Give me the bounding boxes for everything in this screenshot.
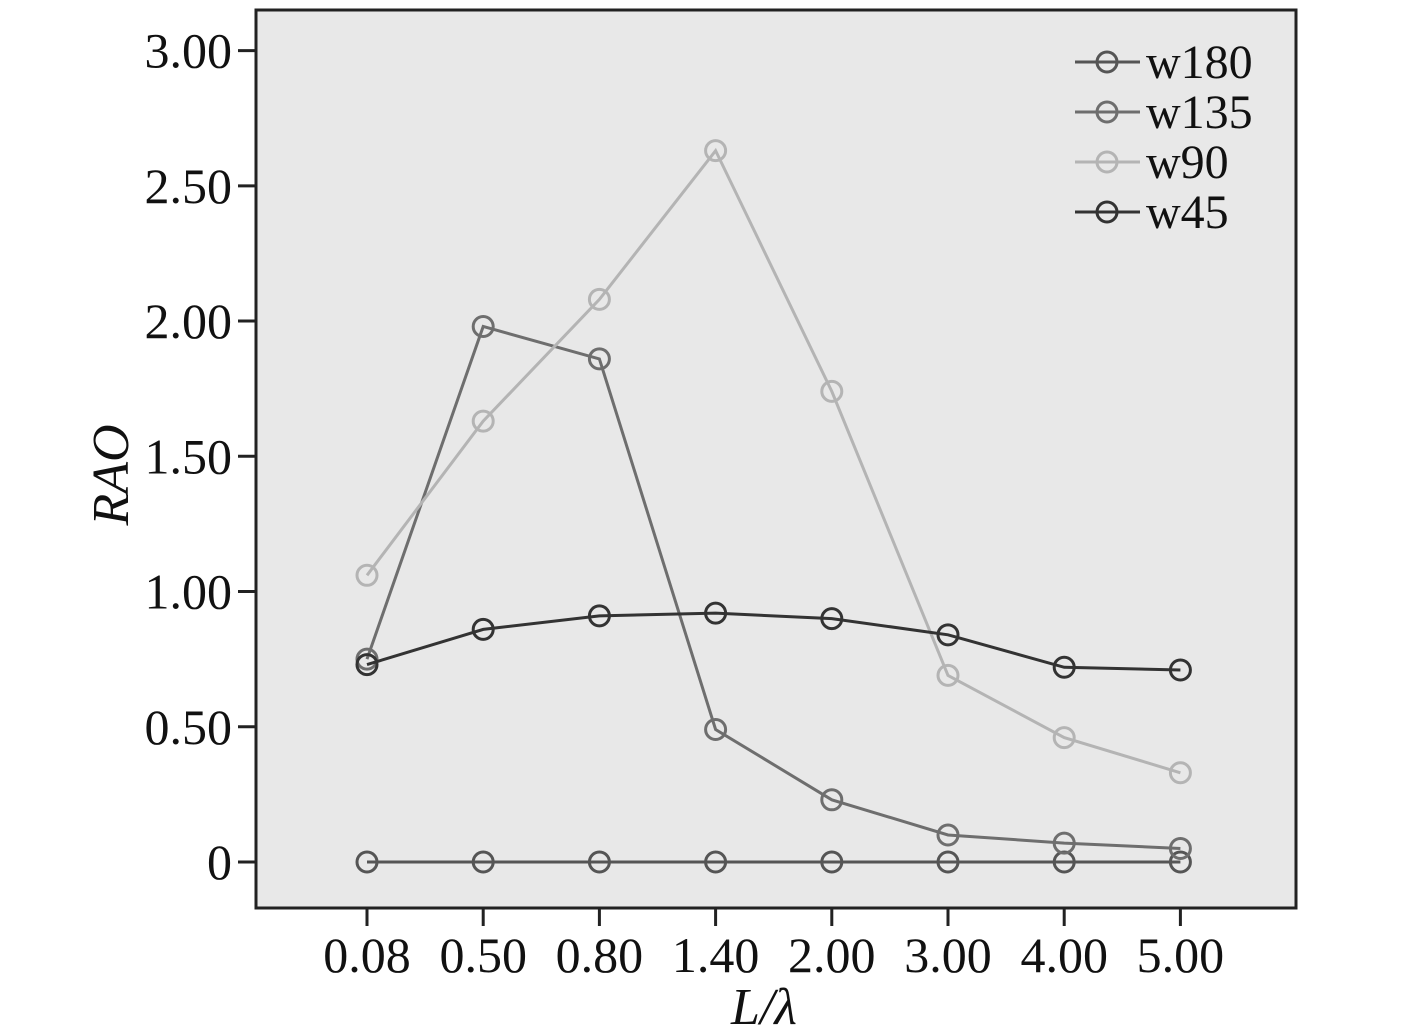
y-axis-title: RAO [83, 424, 140, 526]
series-w135 [355, 314, 1192, 860]
point-w45-5.00 [1168, 658, 1192, 682]
x-tick-label: 4.00 [1020, 927, 1108, 983]
point-w90-0.50 [471, 409, 495, 433]
legend-label: w180 [1146, 36, 1253, 89]
point-w180-3.00 [936, 850, 960, 874]
y-tick-label: 1.00 [145, 564, 233, 620]
x-tick-label: 1.40 [672, 927, 760, 983]
point-w180-0.08 [355, 850, 379, 874]
x-tick-label: 0.50 [439, 927, 527, 983]
series-layer [355, 139, 1192, 874]
legend-marker [1095, 50, 1119, 74]
x-tick-label: 3.00 [904, 927, 992, 983]
legend-marker [1095, 200, 1119, 224]
legend-item-w180: w180 [1075, 36, 1253, 89]
x-axis: 0.08 0.50 0.80 1.40 2.00 3.00 4.00 5.00 [323, 908, 1224, 983]
point-w45-2.00 [820, 607, 844, 631]
series-line-w90 [365, 147, 1181, 775]
point-w180-0.50 [471, 850, 495, 874]
plot-area [254, 8, 1298, 910]
point-w90-4.00 [1052, 726, 1076, 750]
point-w135-0.80 [587, 347, 611, 371]
point-w135-5.00 [1168, 836, 1192, 860]
point-w180-0.80 [587, 850, 611, 874]
x-tick-label: 0.80 [556, 927, 644, 983]
point-w90-3.00 [936, 663, 960, 687]
point-w90-1.40 [704, 139, 728, 163]
y-axis: 0 0.50 1.00 1.50 2.00 2.50 3.00 [145, 23, 256, 890]
x-tick-label: 2.00 [788, 927, 876, 983]
point-w90-2.00 [820, 379, 844, 403]
x-axis-title: L/λ [730, 979, 797, 1032]
legend-label: w90 [1146, 136, 1229, 189]
series-w45 [355, 601, 1192, 682]
y-tick-label: 2.50 [145, 158, 233, 214]
point-w45-1.40 [704, 601, 728, 625]
series-w90 [355, 139, 1192, 785]
y-tick-label: 2.00 [145, 293, 233, 349]
point-w45-0.08 [355, 653, 379, 677]
point-w45-3.00 [936, 623, 960, 647]
legend-item-w135: w135 [1075, 86, 1253, 139]
legend-item-w45: w45 [1075, 186, 1229, 239]
series-line-w135 [365, 324, 1181, 850]
point-w45-0.80 [587, 604, 611, 628]
x-tick-label: 0.08 [323, 927, 411, 983]
y-tick-label: 0.50 [145, 699, 233, 755]
legend-marker [1095, 150, 1119, 174]
point-w135-0.50 [471, 314, 495, 338]
point-w135-2.00 [820, 788, 844, 812]
point-w90-0.80 [587, 287, 611, 311]
legend-label: w45 [1146, 186, 1229, 239]
point-w135-1.40 [704, 717, 728, 741]
point-w180-5.00 [1168, 850, 1192, 874]
point-w180-1.40 [704, 850, 728, 874]
point-w135-3.00 [936, 823, 960, 847]
y-tick-label: 0 [207, 834, 232, 890]
point-w90-5.00 [1168, 761, 1192, 785]
y-tick-label: 3.00 [145, 23, 233, 79]
legend-label: w135 [1146, 86, 1253, 139]
legend-item-w90: w90 [1075, 136, 1229, 189]
series-w180 [355, 850, 1192, 874]
x-tick-label: 5.00 [1137, 927, 1225, 983]
point-w45-4.00 [1052, 655, 1076, 679]
y-tick-label: 1.50 [145, 428, 233, 484]
point-w135-4.00 [1052, 831, 1076, 855]
point-w45-0.50 [471, 617, 495, 641]
point-w180-2.00 [820, 850, 844, 874]
point-w90-0.08 [355, 563, 379, 587]
series-line-w45 [366, 611, 1181, 672]
legend-marker [1095, 100, 1119, 124]
